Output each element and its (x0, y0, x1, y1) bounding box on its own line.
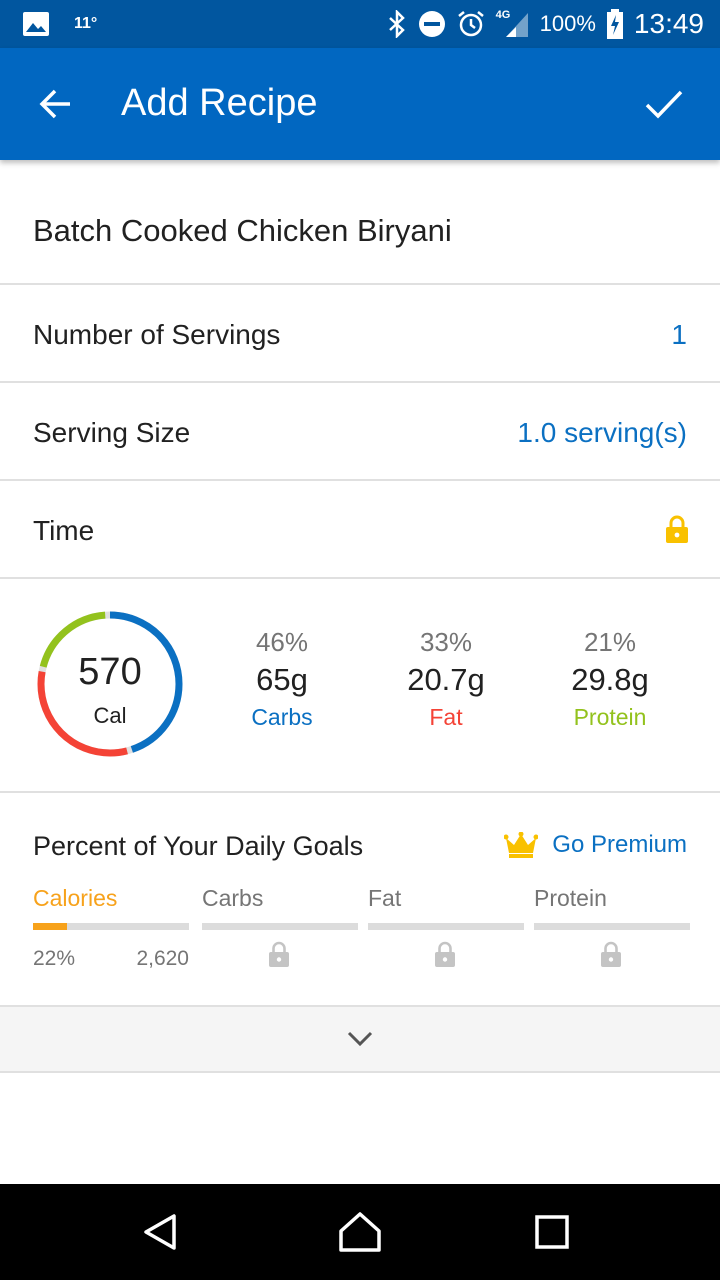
home-icon (339, 1212, 381, 1252)
battery-charging-icon (606, 9, 623, 39)
clock-time: 13:49 (633, 8, 704, 39)
serving-size-label: Serving Size (33, 417, 191, 448)
recipe-name: Batch Cooked Chicken Biryani (33, 213, 452, 248)
goal-progress-fill (33, 923, 68, 930)
status-bar: 11° 4G 100% 13:49 (0, 0, 720, 48)
triangle-back-icon (144, 1214, 176, 1250)
goal-label: Fat (368, 885, 402, 911)
system-nav-bar (0, 1184, 720, 1280)
goal-fat: Fat (368, 885, 524, 967)
nav-back-button[interactable] (136, 1208, 184, 1256)
macro-grams: 65g (256, 662, 308, 697)
macro-grams: 20.7g (407, 662, 485, 697)
calorie-ring-chart (37, 611, 183, 757)
macro-grams: 29.8g (571, 662, 649, 697)
macro-carbs: 46% 65g Carbs (202, 627, 362, 731)
calories-value: 570 (78, 651, 142, 693)
gallery-notification-icon (23, 12, 49, 36)
serving-size-row[interactable]: Serving Size 1.0 serving(s) (0, 383, 720, 481)
macro-percent: 46% (255, 627, 309, 657)
ring-segment-carbs (37, 611, 183, 757)
ring-segment-fat (37, 611, 183, 757)
goal-label: Carbs (202, 885, 264, 911)
servings-row[interactable]: Number of Servings 1 (0, 285, 720, 383)
goal-label: Protein (534, 885, 607, 911)
do-not-disturb-icon (418, 11, 445, 37)
macro-fat: 33% 20.7g Fat (366, 627, 526, 731)
network-type-text: 4G (495, 9, 511, 21)
goal-protein: Protein (534, 885, 690, 967)
lock-icon[interactable] (665, 515, 689, 543)
nav-recents-button[interactable] (528, 1208, 576, 1256)
goal-percent: 22% (33, 947, 76, 970)
lock-icon[interactable] (268, 941, 290, 967)
alarm-icon (457, 11, 484, 37)
calories-unit: Cal (93, 703, 127, 728)
goal-total: 2,620 (136, 947, 189, 970)
bluetooth-icon (388, 10, 405, 38)
lock-icon[interactable] (600, 941, 622, 967)
recipe-name-row[interactable]: Batch Cooked Chicken Biryani (0, 160, 720, 285)
signal-icon: 4G (496, 9, 530, 39)
battery-percent: 100% (539, 11, 596, 36)
macro-summary: 570 Cal 46% 65g Carbs 33% 20.7g Fat 21% … (0, 579, 720, 793)
go-premium-link[interactable]: Go Premium (504, 831, 687, 859)
save-button[interactable] (638, 78, 690, 130)
expand-button[interactable] (0, 1007, 720, 1073)
macro-name: Protein (573, 704, 647, 730)
goal-carbs: Carbs (202, 885, 358, 967)
lock-icon[interactable] (434, 941, 456, 967)
macro-percent: 21% (583, 627, 637, 657)
macro-name: Carbs (251, 704, 313, 730)
app-bar: Add Recipe (0, 48, 720, 160)
crown-icon (504, 832, 539, 858)
go-premium-label: Go Premium (552, 831, 687, 858)
goal-progress-bar (33, 923, 189, 930)
servings-label: Number of Servings (33, 319, 281, 350)
time-row[interactable]: Time (0, 481, 720, 579)
arrow-back-icon (39, 89, 70, 119)
goal-progress-bar (534, 923, 690, 930)
goal-progress-bar (202, 923, 358, 930)
chevron-down-icon (347, 1031, 373, 1047)
time-label: Time (33, 515, 95, 546)
daily-goals-title: Percent of Your Daily Goals (33, 831, 364, 861)
servings-value[interactable]: 1 (671, 319, 687, 350)
macro-protein: 21% 29.8g Protein (530, 627, 690, 731)
daily-goals-section: Percent of Your Daily Goals Go Premium C… (0, 793, 720, 1007)
goal-label: Calories (33, 885, 118, 911)
temperature-text: 11° (74, 15, 98, 32)
serving-size-value[interactable]: 1.0 serving(s) (517, 417, 687, 448)
back-button[interactable] (30, 78, 82, 130)
checkmark-icon (645, 90, 683, 119)
goal-progress-bar (368, 923, 524, 930)
nav-home-button[interactable] (336, 1208, 384, 1256)
macro-name: Fat (429, 704, 463, 730)
page-title: Add Recipe (121, 82, 318, 124)
macro-percent: 33% (419, 627, 473, 657)
goal-calories: Calories 22% 2,620 (33, 885, 189, 970)
square-recents-icon (535, 1215, 569, 1249)
